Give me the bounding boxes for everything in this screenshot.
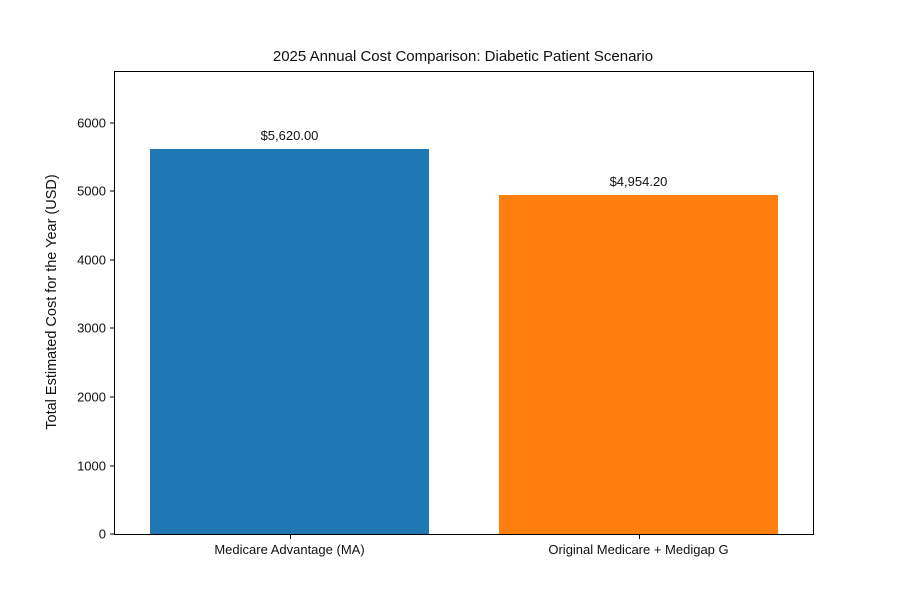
chart-title: 2025 Annual Cost Comparison: Diabetic Pa… xyxy=(272,48,654,65)
bars-container: $5,620.00 $4,954.20 xyxy=(115,72,813,534)
x-axis-tick-marks xyxy=(115,535,813,539)
y-axis-tick-mark xyxy=(110,122,114,124)
y-axis-tick-label: 4000 xyxy=(77,252,106,268)
y-axis-tick-label: 1000 xyxy=(77,458,106,473)
y-axis-tick-label: 5000 xyxy=(77,183,106,199)
y-axis-tick-labels: 0 1000 2000 3000 4000 5000 6000 xyxy=(16,72,106,540)
x-axis-tick-mark xyxy=(638,535,640,539)
bar-value-label: $5,620.00 xyxy=(260,128,319,143)
bar-value-label: $4,954.20 xyxy=(609,173,668,189)
y-axis-tick-mark xyxy=(110,190,114,192)
x-axis-tick-mark xyxy=(289,535,291,539)
y-axis-tick-label: 0 xyxy=(98,526,106,542)
y-axis-tick-mark xyxy=(110,259,114,261)
y-axis-tick-label: 3000 xyxy=(77,320,106,336)
bar xyxy=(149,149,430,534)
y-axis-tick-label: 2000 xyxy=(77,389,106,405)
y-axis-tick-mark xyxy=(110,533,114,535)
x-axis-tick-labels: Medicare Advantage (MA) Original Medicare… xyxy=(115,542,813,562)
y-axis-tick-mark xyxy=(110,327,114,329)
x-axis-tick-label: Medicare Advantage (MA) xyxy=(214,542,365,557)
x-axis-tick-label: Original Medicare + Medigap G xyxy=(548,542,729,557)
bar xyxy=(498,194,779,534)
y-axis-tick-mark xyxy=(110,396,114,398)
y-axis-tick-mark xyxy=(110,465,114,466)
y-axis-tick-marks xyxy=(110,72,114,535)
y-axis-tick-label: 6000 xyxy=(77,115,106,131)
plot-area: $5,620.00 $4,954.20 0 1000 2000 3000 4000 5000… xyxy=(77,71,814,557)
